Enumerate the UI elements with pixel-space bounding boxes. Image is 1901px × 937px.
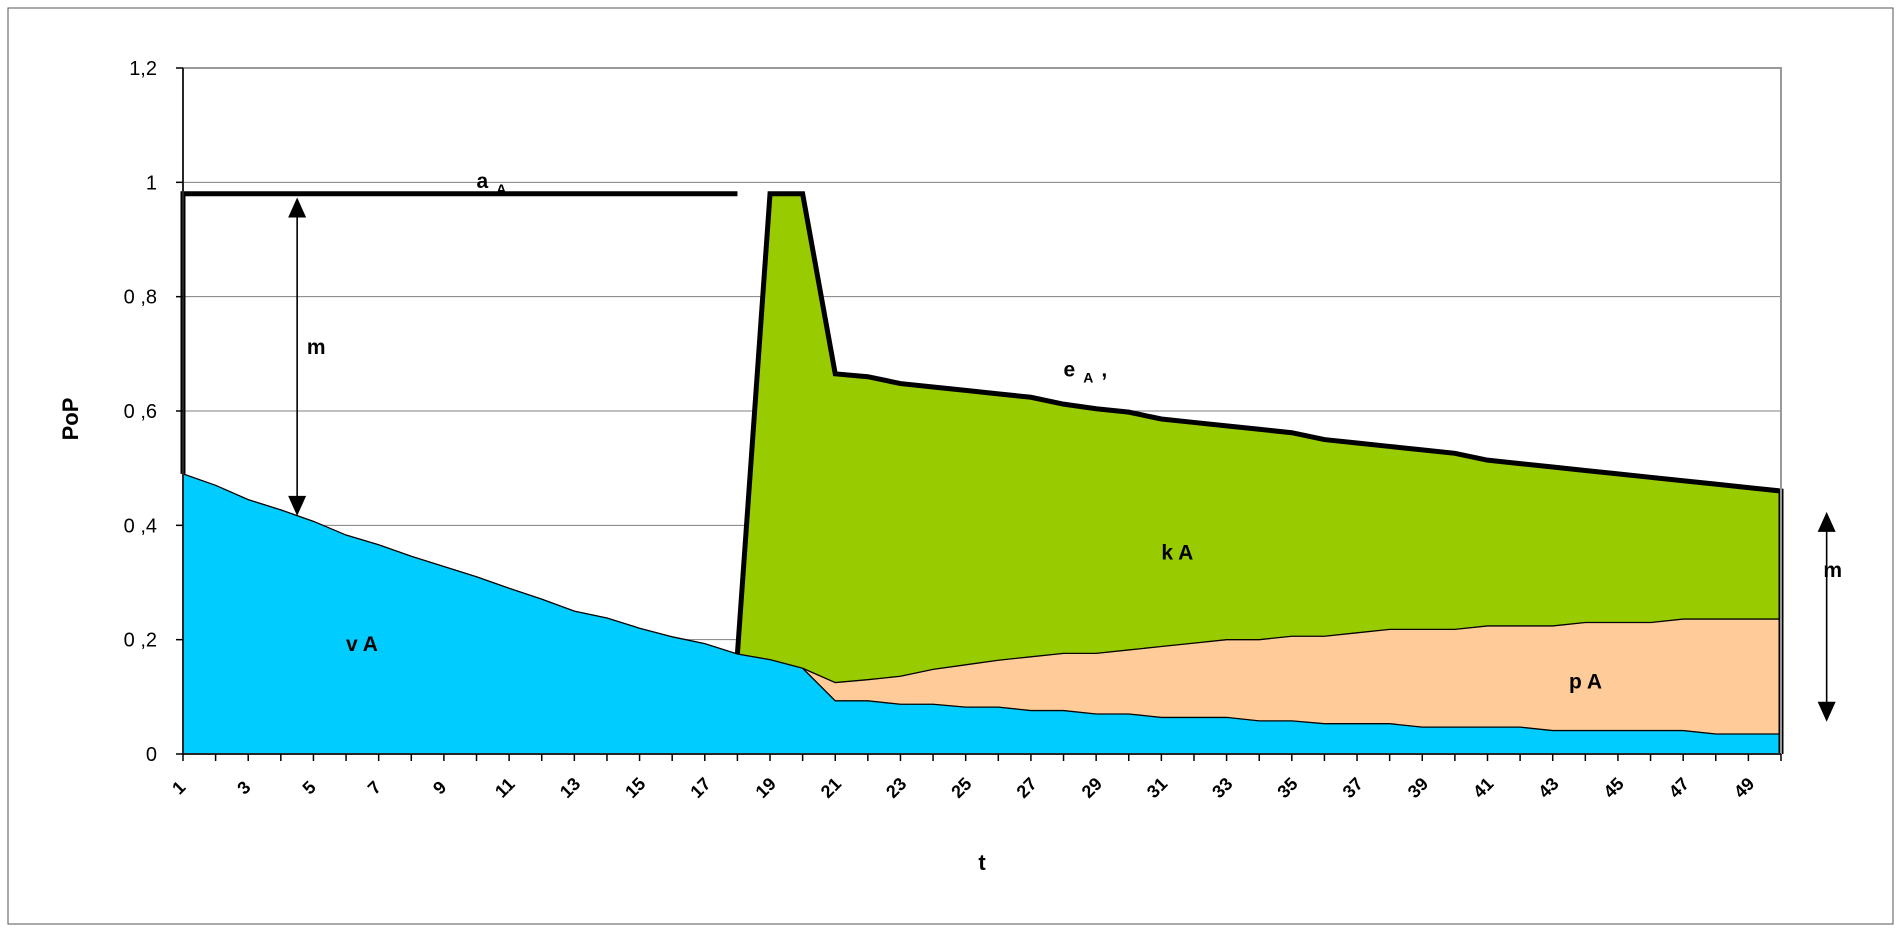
x-axis-title: t [978,850,986,875]
annotation-m_right: m [1823,559,1842,582]
y-tick-label-6: 1,2 [129,58,157,80]
y-tick-label-5: 1 [146,172,157,194]
y-tick-label-4: 0 ,8 [124,287,157,309]
annot-layer: a A e A , k A v A p A m m [288,170,1842,722]
series-green-area [737,193,1781,683]
y-tick-label-1: 0 ,2 [124,630,157,652]
annotation-v: v A [346,633,378,656]
arrow-right-head-top [1817,511,1836,532]
series-blue-line [182,473,1781,735]
y-tick-label-0: 0 [146,744,157,766]
arrow-left-head-bottom [288,495,307,516]
arrow-left-head-top [288,197,307,218]
area-layer [183,193,1781,754]
series-orange-area [802,619,1781,734]
y-tick-label-2: 0 ,4 [124,515,157,537]
annotation-m_left: m [307,336,326,359]
y-axis-title: PoP [58,398,83,441]
y-tick-label-3: 0 ,6 [124,401,157,423]
series-orange-line [802,618,1781,684]
series-blue-area [183,473,1781,754]
annotation-p: p A [1569,670,1602,693]
annotation-k: k A [1161,542,1193,565]
arrow-right-head-bottom [1817,701,1836,722]
